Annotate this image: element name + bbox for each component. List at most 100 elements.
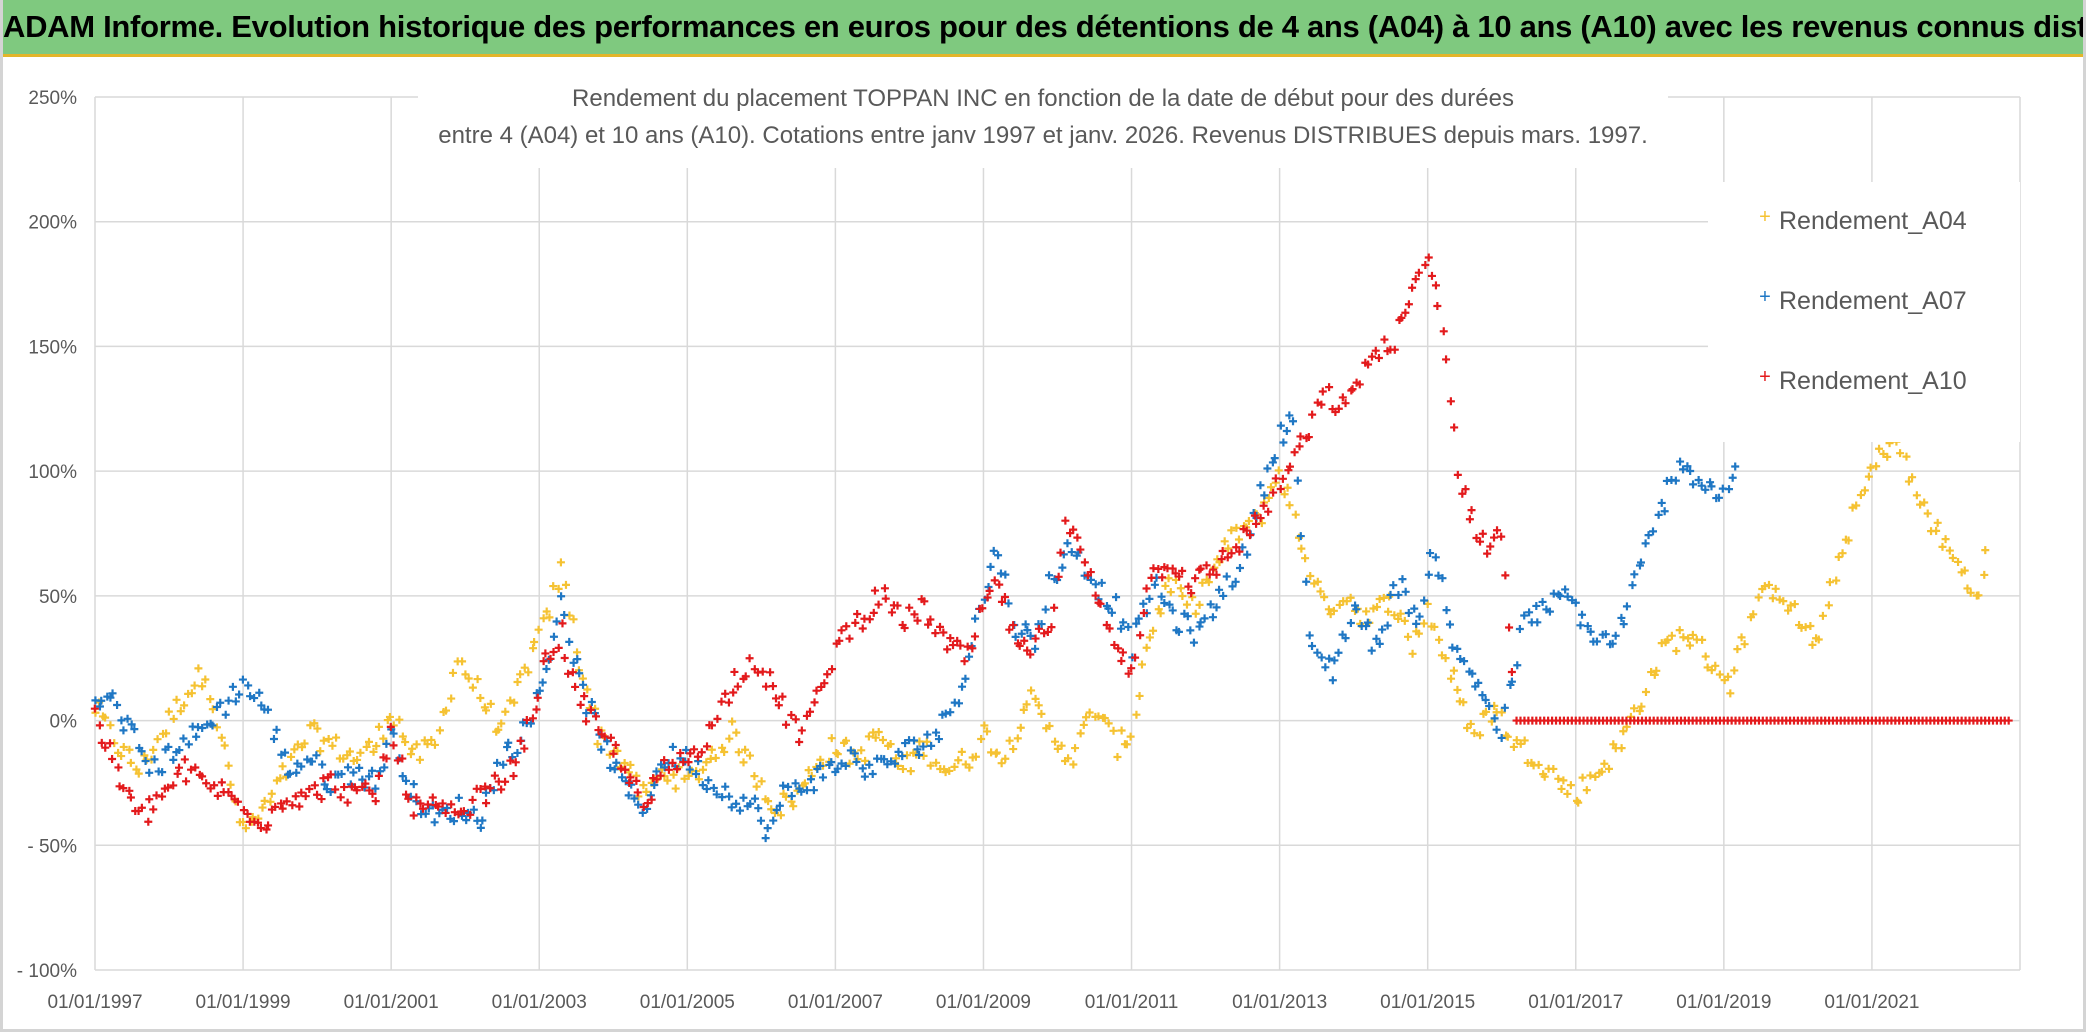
data-point: [371, 784, 380, 793]
data-point: [1017, 629, 1026, 638]
data-point: [763, 824, 772, 833]
data-point: [1447, 674, 1456, 683]
data-point: [352, 786, 361, 795]
data-point: [542, 665, 551, 674]
data-point: [216, 698, 225, 707]
data-point: [837, 626, 846, 635]
data-point: [971, 752, 980, 761]
data-point: [198, 723, 207, 732]
data-point: [292, 768, 301, 777]
data-point: [356, 748, 365, 757]
data-point: [1389, 581, 1398, 590]
data-point: [355, 763, 364, 772]
data-point: [827, 734, 836, 743]
data-point: [776, 811, 785, 820]
data-point: [1301, 554, 1310, 563]
data-point: [1549, 764, 1558, 773]
data-point: [1043, 627, 1052, 636]
data-point: [1500, 703, 1509, 712]
data-point: [320, 780, 329, 789]
data-point: [810, 698, 819, 707]
data-point: [1649, 527, 1658, 536]
data-point: [336, 793, 345, 802]
data-point: [476, 693, 485, 702]
data-point: [625, 778, 634, 787]
data-point: [1131, 653, 1140, 662]
data-point: [1367, 646, 1376, 655]
x-tick-label: 01/01/1999: [196, 992, 291, 1013]
data-point: [1291, 510, 1300, 519]
data-point: [1112, 593, 1121, 602]
data-point: [812, 686, 821, 695]
data-point: [169, 781, 178, 790]
data-point: [682, 745, 691, 754]
data-point: [516, 670, 525, 679]
data-point: [1019, 705, 1028, 714]
data-point: [955, 699, 964, 708]
data-point: [663, 776, 672, 785]
data-point: [1566, 781, 1575, 790]
data-point: [1740, 640, 1749, 649]
data-point: [434, 802, 443, 811]
data-point: [1325, 654, 1334, 663]
data-point: [994, 551, 1003, 560]
data-point: [1749, 610, 1758, 619]
data-point: [368, 766, 377, 775]
data-point: [1330, 656, 1339, 665]
data-point: [639, 781, 648, 790]
data-point: [1380, 335, 1389, 344]
data-point: [340, 783, 349, 792]
data-point: [1150, 580, 1159, 589]
data-point: [1768, 594, 1777, 603]
data-point: [459, 807, 468, 816]
data-point: [520, 663, 529, 672]
data-point: [752, 782, 761, 791]
data-point: [671, 784, 680, 793]
data-point: [936, 622, 945, 631]
data-point: [1227, 526, 1236, 535]
data-point: [1824, 601, 1833, 610]
data-point: [1844, 536, 1853, 545]
data-point: [1147, 573, 1156, 582]
data-point: [1149, 626, 1158, 635]
data-point: [291, 792, 300, 801]
data-point: [1671, 476, 1680, 485]
data-point: [221, 710, 230, 719]
data-point: [1679, 633, 1688, 642]
data-point: [823, 670, 832, 679]
data-point: [582, 717, 591, 726]
data-point: [468, 795, 477, 804]
data-point: [1013, 734, 1022, 743]
data-point: [1176, 584, 1185, 593]
data-point: [1481, 695, 1490, 704]
data-point: [509, 771, 518, 780]
data-point: [684, 758, 693, 767]
data-point: [809, 786, 818, 795]
data-point: [890, 759, 899, 768]
data-point: [660, 763, 669, 772]
data-point: [1520, 736, 1529, 745]
data-point: [226, 780, 235, 789]
data-point: [198, 772, 207, 781]
data-point: [343, 763, 352, 772]
x-tick-label: 01/01/2005: [640, 992, 735, 1013]
data-point: [1902, 452, 1911, 461]
data-point: [549, 647, 558, 656]
data-point: [782, 720, 791, 729]
data-point: [1285, 411, 1294, 420]
data-point: [522, 715, 531, 724]
data-point: [818, 773, 827, 782]
data-point: [1430, 622, 1439, 631]
data-point: [1282, 427, 1291, 436]
data-point: [1410, 604, 1419, 613]
data-point: [1069, 525, 1078, 534]
data-point: [1124, 622, 1133, 631]
x-tick-label: 01/01/2017: [1528, 992, 1623, 1013]
data-point: [97, 696, 106, 705]
data-point: [264, 821, 273, 830]
data-point: [435, 726, 444, 735]
data-point: [1009, 745, 1018, 754]
data-point: [1079, 720, 1088, 729]
data-point: [1534, 760, 1543, 769]
data-point: [611, 740, 620, 749]
